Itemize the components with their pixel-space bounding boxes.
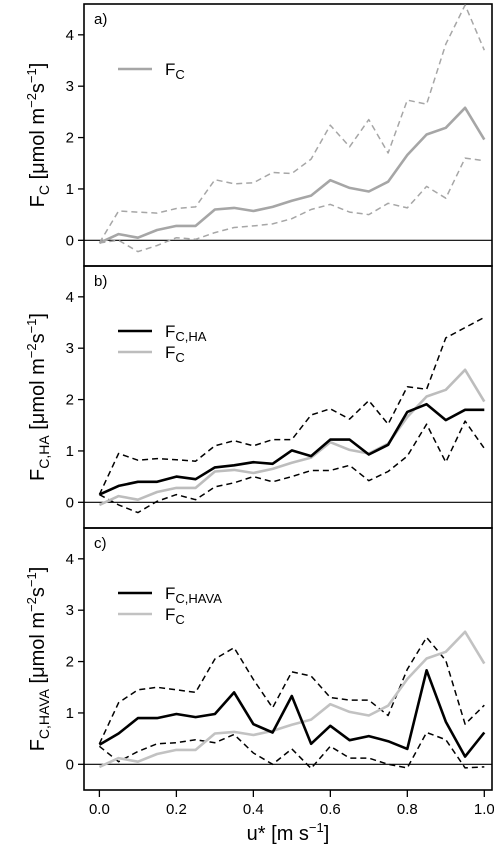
series-line	[98, 368, 486, 507]
panel-label: b)	[94, 273, 107, 290]
legend-label: FC	[165, 60, 185, 82]
series-line	[98, 106, 486, 245]
y-tick-label: 0	[66, 756, 74, 773]
legend: FC	[118, 60, 185, 82]
x-tick-label: 1.0	[474, 801, 494, 818]
series-line	[98, 630, 486, 769]
legend-label: FC	[165, 605, 185, 627]
legend-label: FC,HAVA	[165, 584, 222, 606]
panels: 0 1 2 3 4 a) FC [μmol m−2s−1] FC 0 1 2 3 4 b) FC,HA [μ…	[24, 3, 493, 791]
series-line	[98, 402, 485, 496]
x-tick-label: 0.4	[243, 801, 264, 818]
y-tick-label: 4	[66, 551, 74, 568]
x-axis: 0.0 0.2 0.4 0.6 0.8 1.0 u* [m s−1]	[89, 790, 494, 845]
panel-1: 0 1 2 3 4 a) FC [μmol m−2s−1] FC	[24, 3, 493, 267]
y-tick-label: 2	[66, 130, 74, 147]
y-tick-label: 0	[66, 232, 74, 249]
confidence-bound-line	[98, 636, 485, 745]
y-tick-label: 1	[66, 705, 74, 722]
panel-label: a)	[94, 11, 107, 28]
y-tick-label: 1	[66, 443, 74, 460]
x-tick-label: 0.6	[320, 801, 341, 818]
y-tick-label: 3	[66, 340, 74, 357]
y-axis-label: FC,HAVA [μmol m−2s−1]	[24, 567, 52, 752]
y-tick-label: 2	[66, 654, 74, 671]
confidence-bound-line	[98, 4, 485, 244]
x-tick-label: 0.8	[397, 801, 418, 818]
y-tick-label: 1	[66, 181, 74, 198]
y-tick-label: 4	[66, 27, 74, 44]
confidence-bound-line	[98, 316, 485, 495]
y-axis-label: FC,HA [μmol m−2s−1]	[24, 313, 52, 481]
y-tick-label: 0	[66, 494, 74, 511]
confidence-bound-line	[99, 157, 485, 253]
x-tick-label: 0.2	[166, 801, 187, 818]
y-axis-label: FC [μmol m−2s−1]	[24, 63, 52, 208]
x-tick-label: 0.0	[89, 801, 110, 818]
legend-label: FC,HA	[165, 322, 207, 344]
panel-label: c)	[94, 535, 107, 552]
plot-frame	[83, 527, 493, 791]
confidence-bound-line	[99, 420, 485, 514]
plot-frame	[83, 3, 493, 267]
y-tick-label: 3	[66, 78, 74, 95]
confidence-bound-line	[98, 731, 485, 770]
series-line	[98, 668, 486, 758]
y-tick-label: 3	[66, 602, 74, 619]
legend-label: FC	[165, 343, 185, 365]
y-tick-label: 4	[66, 289, 74, 306]
plot-frame	[83, 265, 493, 529]
y-tick-label: 2	[66, 392, 74, 409]
x-axis-label: u* [m s−1]	[247, 820, 330, 845]
